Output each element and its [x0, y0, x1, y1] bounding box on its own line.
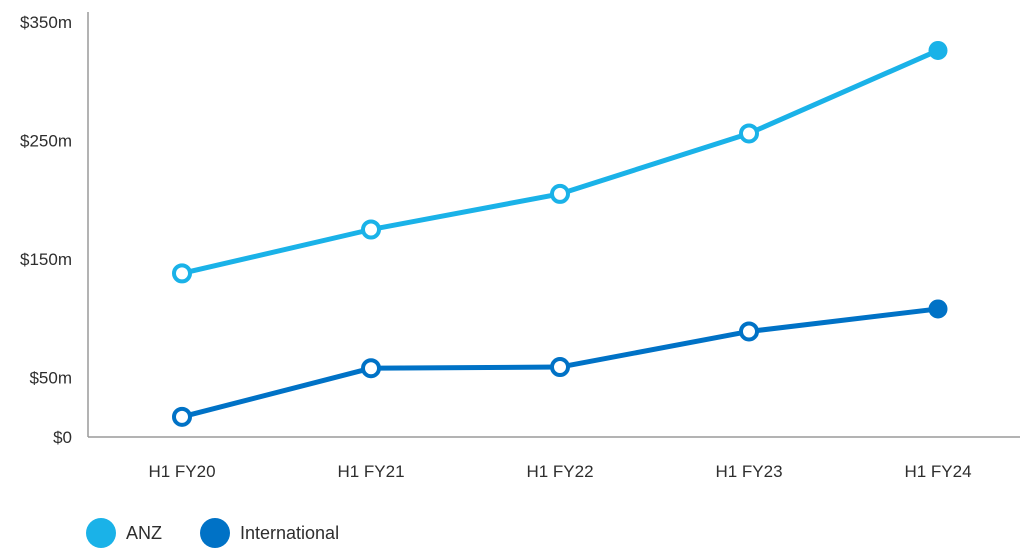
point-international-h1-fy23 [739, 321, 759, 342]
y-tick-0: $0 [53, 428, 72, 447]
point-international-h1-fy24 [928, 299, 948, 319]
legend-swatch-international [200, 518, 230, 548]
point-international-h1-fy20 [172, 406, 192, 427]
point-anz-h1-fy23 [739, 123, 759, 144]
x-tick-labels: H1 FY20 H1 FY21 H1 FY22 H1 FY23 H1 FY24 [148, 462, 971, 481]
point-anz-h1-fy20 [172, 263, 192, 284]
legend-item-international: International [200, 518, 339, 548]
series-lines [172, 40, 948, 427]
y-tick-350m: $350m [20, 13, 72, 32]
point-anz-h1-fy22 [550, 183, 570, 204]
point-anz-h1-fy24 [928, 40, 948, 60]
y-tick-50m: $50m [29, 369, 72, 388]
point-international-h1-fy22 [550, 357, 570, 378]
x-tick-h1-fy20: H1 FY20 [148, 462, 215, 481]
x-tick-h1-fy22: H1 FY22 [526, 462, 593, 481]
x-tick-h1-fy21: H1 FY21 [337, 462, 404, 481]
y-tick-150m: $150m [20, 250, 72, 269]
legend-item-anz: ANZ [86, 518, 162, 548]
x-tick-h1-fy23: H1 FY23 [715, 462, 782, 481]
y-tick-labels: $0 $50m $150m $250m $350m [20, 13, 72, 447]
series-line-anz [179, 47, 941, 276]
legend-swatch-anz [86, 518, 116, 548]
point-international-h1-fy21 [361, 358, 381, 379]
y-tick-250m: $250m [20, 132, 72, 151]
legend-label-international: International [240, 522, 340, 543]
x-tick-h1-fy24: H1 FY24 [904, 462, 971, 481]
legend: ANZ International [86, 518, 377, 548]
legend-label-anz: ANZ [126, 522, 162, 543]
point-anz-h1-fy21 [361, 219, 381, 240]
